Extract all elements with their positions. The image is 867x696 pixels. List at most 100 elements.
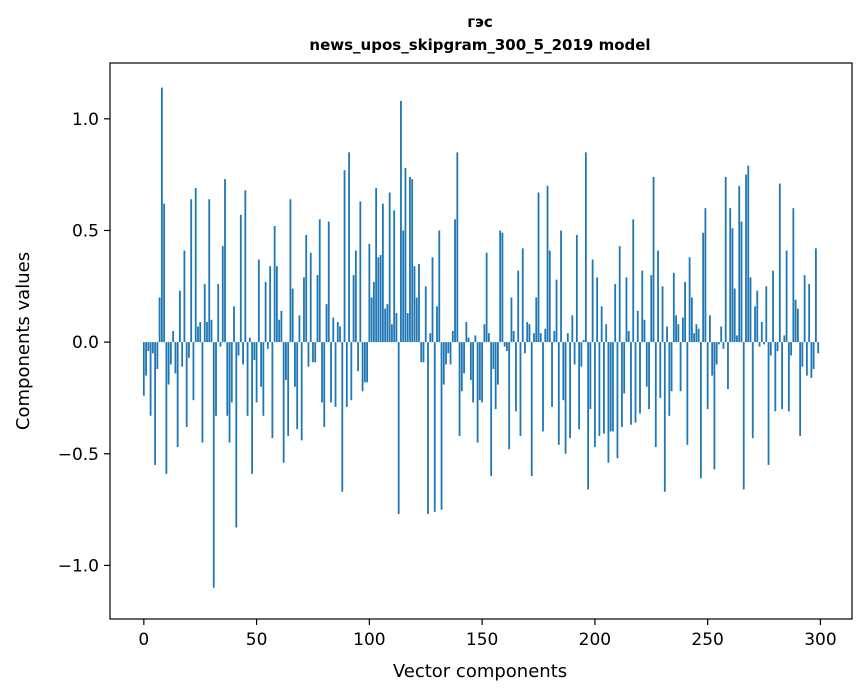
bar-component-123 <box>420 342 423 363</box>
bar-component-254 <box>715 342 718 365</box>
bar-component-23 <box>194 188 197 343</box>
bar-component-173 <box>533 333 535 343</box>
bar-component-268 <box>747 165 750 343</box>
bar-component-276 <box>765 286 768 343</box>
bar-component-280 <box>774 342 777 412</box>
bar-component-158 <box>499 230 502 343</box>
bar-component-64 <box>287 342 290 436</box>
bar-component-67 <box>294 342 296 387</box>
y-tick-label: 1.0 <box>72 110 99 130</box>
bar-component-217 <box>632 219 635 343</box>
bar-component-195 <box>582 339 585 343</box>
bar-component-275 <box>763 342 765 345</box>
bar-component-80 <box>323 342 326 427</box>
bar-component-293 <box>803 275 806 343</box>
bar-component-265 <box>740 221 743 343</box>
bar-component-28 <box>206 322 208 343</box>
bar-component-212 <box>621 342 623 427</box>
bar-component-259 <box>727 342 729 390</box>
bar-component-53 <box>262 342 265 416</box>
bar-component-73 <box>307 342 310 367</box>
bar-component-160 <box>503 342 506 347</box>
bar-component-194 <box>580 342 583 367</box>
bar-component-213 <box>623 342 626 394</box>
bar-component-216 <box>630 342 632 425</box>
bar-component-152 <box>485 252 488 343</box>
bar-component-287 <box>790 342 792 356</box>
bar-component-19 <box>185 342 188 427</box>
bar-component-291 <box>799 342 802 436</box>
bar-component-120 <box>413 266 416 343</box>
bar-component-49 <box>253 342 256 360</box>
bar-component-235 <box>672 272 675 343</box>
bar-component-95 <box>357 342 359 372</box>
bar-component-164 <box>512 330 515 343</box>
bar-component-62 <box>282 342 285 463</box>
bar-component-96 <box>359 201 362 343</box>
bar-component-119 <box>411 179 414 343</box>
bar-component-252 <box>711 342 714 376</box>
bar-component-251 <box>709 315 711 343</box>
bar-component-200 <box>593 342 596 448</box>
bar-component-106 <box>381 203 384 343</box>
bar-component-172 <box>530 342 533 477</box>
bar-component-112 <box>395 313 398 343</box>
bar-component-177 <box>542 342 544 432</box>
bar-component-159 <box>501 232 504 343</box>
bar-component-89 <box>343 170 346 343</box>
bar-component-78 <box>318 219 321 343</box>
bar-component-215 <box>627 330 630 343</box>
bar-component-109 <box>388 192 391 343</box>
bar-component-75 <box>312 342 314 363</box>
bar-component-132 <box>440 342 443 510</box>
x-axis-ticks: 0 50 100 150 200 250 300 <box>138 619 837 650</box>
bar-component-65 <box>289 199 292 343</box>
bar-component-5 <box>154 342 156 465</box>
bar-component-101 <box>370 297 373 343</box>
bar-component-47 <box>248 337 251 343</box>
bar-component-288 <box>792 208 795 343</box>
bar-component-27 <box>203 284 206 343</box>
bar-component-202 <box>598 342 601 436</box>
bar-component-104 <box>377 257 380 343</box>
bar-component-230 <box>661 286 664 343</box>
bar-component-7 <box>158 297 161 343</box>
bar-component-218 <box>634 342 637 423</box>
bar-component-107 <box>384 308 387 343</box>
bar-component-108 <box>386 304 389 343</box>
bar-component-50 <box>255 342 258 403</box>
bar-component-70 <box>300 342 303 441</box>
bar-component-51 <box>257 259 260 343</box>
bar-component-237 <box>677 324 680 343</box>
bar-component-239 <box>681 317 684 343</box>
x-tick-label: 200 <box>579 630 611 650</box>
bar-component-232 <box>666 326 668 343</box>
bar-component-148 <box>476 342 479 443</box>
bar-component-145 <box>469 342 472 381</box>
bar-component-238 <box>679 342 682 392</box>
bar-component-229 <box>659 342 662 398</box>
bar-component-289 <box>794 299 797 343</box>
bar-component-76 <box>314 342 317 363</box>
bar-component-136 <box>449 342 452 365</box>
bar-component-279 <box>772 270 774 343</box>
bar-component-79 <box>321 342 323 403</box>
bar-component-154 <box>490 342 493 477</box>
bar-component-84 <box>332 317 335 343</box>
x-tick-label: 100 <box>353 630 385 650</box>
bar-component-176 <box>539 333 542 343</box>
bar-component-211 <box>618 246 621 343</box>
bar-component-264 <box>738 185 741 343</box>
bar-component-149 <box>478 342 481 401</box>
bar-component-174 <box>535 297 538 343</box>
bar-component-102 <box>372 281 375 343</box>
bar-component-297 <box>812 342 815 369</box>
bar-component-58 <box>273 226 276 343</box>
bar-component-168 <box>521 248 524 343</box>
bar-component-113 <box>397 342 400 515</box>
bar-component-34 <box>219 342 222 347</box>
bar-component-37 <box>226 342 229 416</box>
bar-component-71 <box>303 277 305 343</box>
bar-component-186 <box>562 342 565 401</box>
bar-component-48 <box>251 342 253 474</box>
